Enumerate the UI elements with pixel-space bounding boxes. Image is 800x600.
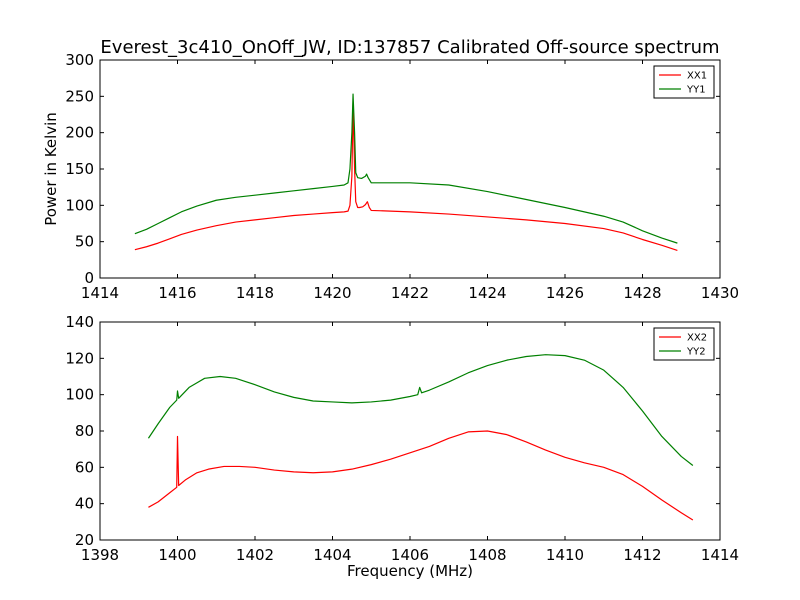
top-x-tick-label: 1420 bbox=[313, 284, 351, 302]
top-x-tick-label: 1418 bbox=[236, 284, 274, 302]
top-legend-label-yy1: YY1 bbox=[686, 85, 706, 96]
bottom-x-tick-label: 1414 bbox=[701, 546, 739, 564]
top-y-tick-label: 200 bbox=[65, 124, 94, 142]
bottom-y-tick-label: 60 bbox=[75, 458, 94, 476]
top-y-tick-label: 100 bbox=[65, 196, 94, 214]
bottom-y-tick-label: 140 bbox=[65, 313, 94, 331]
bottom-y-tick-label: 120 bbox=[65, 349, 94, 367]
bottom-y-tick-label: 40 bbox=[75, 495, 94, 513]
bottom-x-tick-label: 1406 bbox=[391, 546, 429, 564]
top-series-line-yy1 bbox=[134, 93, 678, 244]
bottom-x-tick-label: 1412 bbox=[623, 546, 661, 564]
top-x-tick-label: 1430 bbox=[701, 284, 739, 302]
figure-title: Everest_3c410_OnOff_JW, ID:137857 Calibr… bbox=[100, 37, 719, 58]
top-x-tick-label: 1424 bbox=[468, 284, 506, 302]
top-y-tick-label: 50 bbox=[75, 233, 94, 251]
top-y-tick-label: 0 bbox=[84, 269, 94, 287]
top-legend-box bbox=[653, 65, 715, 99]
top-x-tick-label: 1426 bbox=[546, 284, 584, 302]
top-legend-label-xx1: XX1 bbox=[687, 71, 707, 82]
top-y-tick-label: 250 bbox=[65, 87, 94, 105]
top-panel: 1414 1416 1418 1420 1422 1424 1426 1428 1430 0 50 1… bbox=[42, 51, 739, 302]
top-y-axis-label: Power in Kelvin bbox=[42, 112, 60, 226]
bottom-x-tick-label: 1400 bbox=[158, 546, 196, 564]
top-x-tick-label: 1414 bbox=[81, 284, 119, 302]
top-x-tick-label: 1428 bbox=[623, 284, 661, 302]
bottom-legend-label-yy2: YY2 bbox=[686, 347, 706, 358]
top-plot-frame bbox=[99, 59, 721, 279]
bottom-x-tick-label: 1402 bbox=[236, 546, 274, 564]
bottom-y-tick-label: 100 bbox=[65, 386, 94, 404]
bottom-series-line-yy2 bbox=[147, 354, 694, 466]
bottom-x-tick-label: 1398 bbox=[81, 546, 119, 564]
bottom-x-tick-label: 1410 bbox=[546, 546, 584, 564]
top-x-tick-label: 1416 bbox=[158, 284, 196, 302]
bottom-x-axis-label: Frequency (MHz) bbox=[347, 562, 473, 580]
top-series-line-xx1 bbox=[134, 103, 678, 251]
bottom-y-tick-label: 20 bbox=[75, 531, 94, 549]
bottom-panel: 1398 1400 1402 1404 1406 1408 1410 1412 1414 20 40… bbox=[65, 313, 739, 580]
bottom-y-tick-label: 80 bbox=[75, 422, 94, 440]
bottom-series-line-xx2 bbox=[148, 430, 694, 521]
top-y-tick-label: 300 bbox=[65, 51, 94, 69]
bottom-x-tick-label: 1404 bbox=[313, 546, 351, 564]
bottom-legend-box bbox=[653, 327, 715, 361]
bottom-legend-label-xx2: XX2 bbox=[687, 333, 707, 344]
top-y-tick-label: 150 bbox=[65, 160, 94, 178]
bottom-x-tick-label: 1408 bbox=[468, 546, 506, 564]
bottom-plot-frame bbox=[99, 321, 721, 541]
top-x-tick-label: 1422 bbox=[391, 284, 429, 302]
